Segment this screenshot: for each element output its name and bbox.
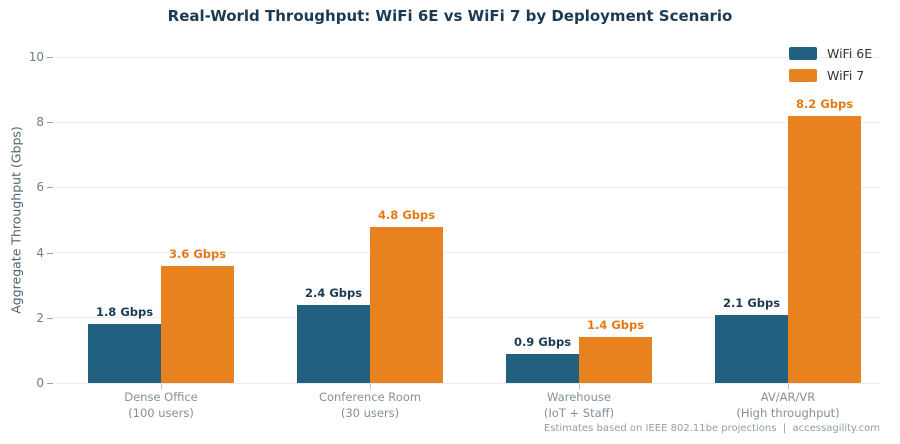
legend-label-wifi7: WiFi 7	[827, 68, 865, 83]
plot-area: 1.8 Gbps 3.6 Gbps 2.4 Gbps 4.8 Gbps 0.9 Gbps…	[55, 56, 880, 384]
category-line1: Dense Office	[124, 390, 198, 404]
legend-swatch-wifi7	[789, 69, 817, 82]
y-tick-mark	[47, 383, 53, 384]
category-line1: AV/AR/VR	[760, 390, 816, 404]
category-line2: (IoT + Staff)	[543, 405, 615, 420]
y-tick-label: 8	[36, 115, 44, 130]
y-tick-mark	[47, 122, 53, 124]
value-label: 4.8 Gbps	[377, 207, 436, 222]
category-line2: (30 users)	[340, 405, 400, 420]
source-note: Estimates based on IEEE 802.11be project…	[543, 423, 880, 434]
category-label: Warehouse (IoT + Staff)	[459, 390, 699, 421]
value-label: 0.9 Gbps	[513, 334, 572, 349]
gridline	[55, 382, 880, 384]
x-tick-mark	[161, 384, 162, 389]
y-tick-mark	[47, 57, 53, 58]
gridline	[55, 56, 880, 58]
category-line2: (100 users)	[128, 405, 194, 420]
y-tick-label: 2	[36, 310, 44, 325]
y-tick-label: 6	[36, 180, 44, 195]
chart-title: Real-World Throughput: WiFi 6E vs WiFi 7…	[167, 7, 733, 25]
x-tick-mark	[788, 384, 789, 389]
gridline	[55, 317, 880, 319]
category-line1: Warehouse	[547, 390, 611, 404]
bar	[88, 324, 161, 383]
bar	[506, 353, 579, 383]
value-label: 3.6 Gbps	[168, 246, 227, 261]
bar	[297, 304, 370, 383]
gridline	[55, 121, 880, 123]
gridline	[55, 186, 880, 188]
bar	[788, 115, 861, 383]
legend: WiFi 6E WiFi 7	[789, 46, 872, 90]
value-label: 8.2 Gbps	[795, 96, 854, 111]
legend-swatch-wifi6e	[789, 47, 817, 60]
y-tick-mark	[47, 317, 53, 319]
y-axis-label: Aggregate Throughput (Gbps)	[8, 126, 24, 314]
value-label: 1.8 Gbps	[95, 305, 154, 320]
legend-label-wifi6e: WiFi 6E	[827, 46, 873, 61]
bar	[161, 265, 234, 383]
value-label: 2.1 Gbps	[722, 295, 781, 310]
y-tick-label: 10	[28, 50, 44, 64]
legend-item-wifi7: WiFi 7	[789, 68, 872, 83]
bar	[370, 226, 443, 383]
category-line1: Conference Room	[318, 390, 422, 404]
y-tick-label: 0	[36, 376, 44, 390]
y-tick-label: 4	[36, 245, 44, 260]
y-tick-mark	[47, 252, 53, 254]
y-tick-mark	[47, 187, 53, 189]
category-label: Dense Office (100 users)	[41, 390, 281, 421]
category-line2: (High throughput)	[736, 405, 840, 420]
x-tick-mark	[579, 384, 580, 389]
value-label: 1.4 Gbps	[586, 318, 645, 333]
bar	[579, 337, 652, 383]
x-tick-mark	[370, 384, 371, 389]
legend-item-wifi6e: WiFi 6E	[789, 46, 872, 61]
value-label: 2.4 Gbps	[304, 285, 363, 300]
category-label: Conference Room (30 users)	[250, 390, 490, 421]
category-label: AV/AR/VR (High throughput)	[668, 390, 900, 421]
bar	[715, 314, 788, 383]
gridline	[55, 252, 880, 254]
